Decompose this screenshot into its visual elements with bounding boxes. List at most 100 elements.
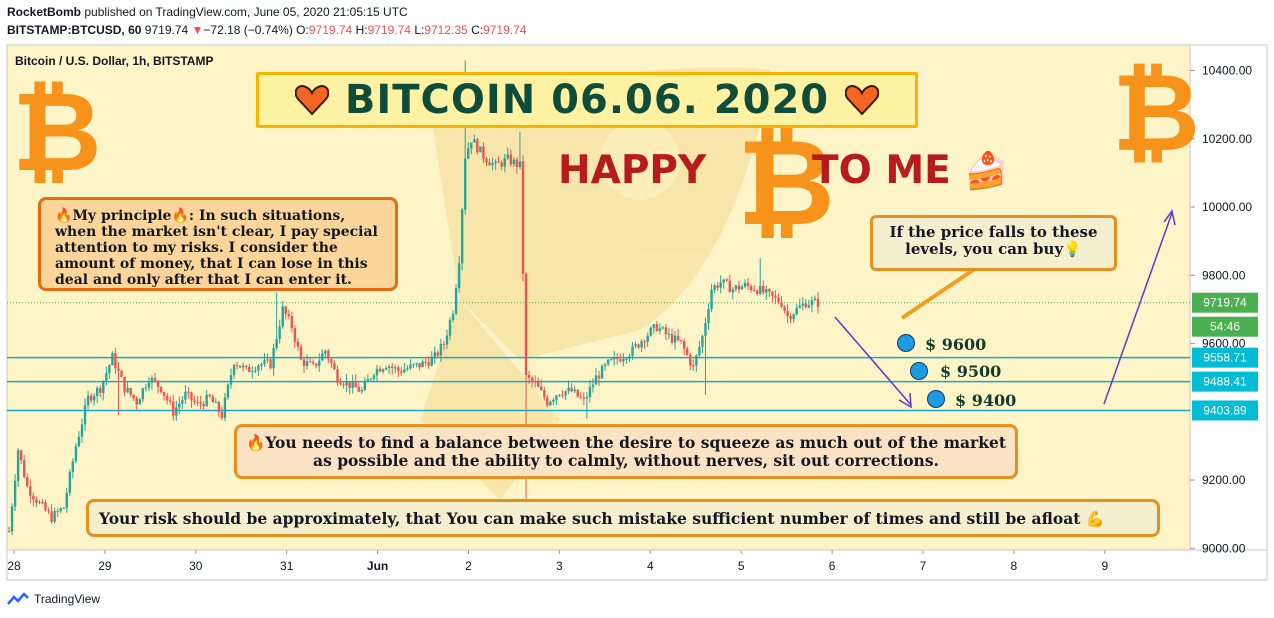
- principle-label: My principle: [72, 208, 172, 224]
- change-value: −72.18 (−0.74%): [203, 23, 293, 37]
- candle-body: [518, 161, 522, 167]
- candle-body: [172, 401, 175, 416]
- level-label-9400: $ 9400: [955, 391, 1017, 410]
- candle-body: [552, 399, 555, 402]
- candle-body: [68, 471, 72, 493]
- bulb-icon: 💡: [1063, 240, 1082, 258]
- candle-body: [667, 334, 671, 336]
- candle-body: [625, 358, 628, 360]
- candle-body: [62, 507, 65, 509]
- fire-icon: 🔥: [246, 433, 266, 452]
- candle-body: [108, 365, 111, 374]
- candle-body: [716, 285, 719, 288]
- candle-body: [762, 285, 765, 293]
- candle-body: [415, 363, 418, 365]
- candle-body: [138, 399, 141, 405]
- candle-body: [752, 289, 756, 291]
- x-tick-label: 28: [7, 559, 21, 573]
- candle-body: [10, 506, 14, 532]
- candle-body: [555, 395, 558, 400]
- candle-body: [168, 400, 172, 402]
- candle-body: [357, 387, 360, 392]
- y-tick-label: 9200.00: [1202, 473, 1246, 487]
- candle-body: [89, 395, 93, 401]
- candle-body: [655, 324, 659, 331]
- y-tick-label: 10200.00: [1202, 132, 1252, 146]
- brand-label: TradingView: [34, 592, 101, 606]
- candle-body: [342, 384, 345, 386]
- candle-body: [245, 365, 248, 367]
- candle-body: [184, 391, 187, 400]
- candle-body: [418, 363, 421, 368]
- candle-body: [536, 381, 540, 387]
- candle-body: [698, 346, 701, 356]
- candle-body: [603, 364, 607, 366]
- candle-body: [543, 390, 546, 398]
- cake-icon: 🍰: [964, 151, 1010, 192]
- fire-icon: 🔥: [55, 208, 73, 224]
- candle-body: [470, 142, 473, 149]
- candle-body: [430, 356, 433, 366]
- x-tick-label: 2: [465, 559, 472, 573]
- tradingview-brand[interactable]: TradingView: [7, 592, 100, 606]
- candle-body: [783, 306, 786, 311]
- candle-body: [695, 355, 698, 366]
- time-axis-ticks: 28 29 30 31 Jun 2 3 4 5 6 7 8 9: [7, 550, 1108, 573]
- candle-body: [311, 362, 315, 364]
- last-value: 9719.74: [144, 23, 189, 37]
- candle-body: [348, 381, 351, 388]
- candle-body: [29, 486, 32, 496]
- candle-body: [269, 359, 272, 369]
- candle-body: [686, 348, 689, 355]
- candle-body: [251, 371, 254, 373]
- candle-body: [476, 139, 479, 153]
- candle-body: [427, 362, 430, 366]
- candle-body: [77, 436, 81, 447]
- candle-body: [798, 305, 801, 308]
- candle-body: [412, 364, 415, 366]
- candle-body: [570, 387, 573, 392]
- countdown-badge: [1192, 316, 1258, 337]
- candle-body: [713, 285, 716, 290]
- x-tick-label: 29: [98, 559, 112, 573]
- candle-body: [661, 327, 665, 329]
- candle-body: [433, 352, 436, 357]
- candle-body: [473, 139, 476, 143]
- candle-body: [123, 376, 126, 393]
- candle-body: [35, 499, 38, 503]
- candle-body: [74, 446, 78, 462]
- candle-body: [619, 359, 622, 362]
- candle-body: [120, 370, 123, 377]
- candle-body: [707, 308, 710, 323]
- candle-body: [497, 161, 500, 163]
- candle-body: [126, 387, 129, 393]
- x-tick-label: Jun: [367, 559, 388, 573]
- buy-text: If the price falls to these levels, you …: [889, 223, 1098, 258]
- candle-body: [290, 316, 294, 329]
- candle-body: [485, 158, 488, 163]
- candle-body: [345, 381, 348, 386]
- candle-body: [400, 371, 403, 373]
- candle-body: [533, 381, 537, 383]
- candle-body: [527, 375, 531, 378]
- close-value: 9719.74: [483, 23, 527, 37]
- instrument-label: Bitcoin / U.S. Dollar, 1h, BITSTAMP: [15, 54, 213, 68]
- level-marker: [927, 390, 945, 408]
- candle-body: [147, 382, 151, 388]
- candle-body: [339, 382, 342, 385]
- level-marker: [897, 334, 915, 352]
- time-axis: [6, 549, 1268, 581]
- published-text: published on TradingView.com, June 05, 2…: [84, 5, 408, 19]
- candle-body: [150, 377, 154, 383]
- candle-body: [439, 343, 443, 356]
- candle-body: [391, 366, 394, 368]
- candle-body: [479, 146, 482, 153]
- candle-body: [616, 357, 619, 360]
- candle-body: [354, 381, 357, 388]
- candle-body: [594, 375, 598, 385]
- candle-body: [220, 412, 224, 418]
- candle-body: [442, 343, 446, 345]
- author-name[interactable]: RocketBomb: [7, 5, 82, 19]
- candle-body: [363, 381, 367, 390]
- candle-body: [585, 397, 589, 399]
